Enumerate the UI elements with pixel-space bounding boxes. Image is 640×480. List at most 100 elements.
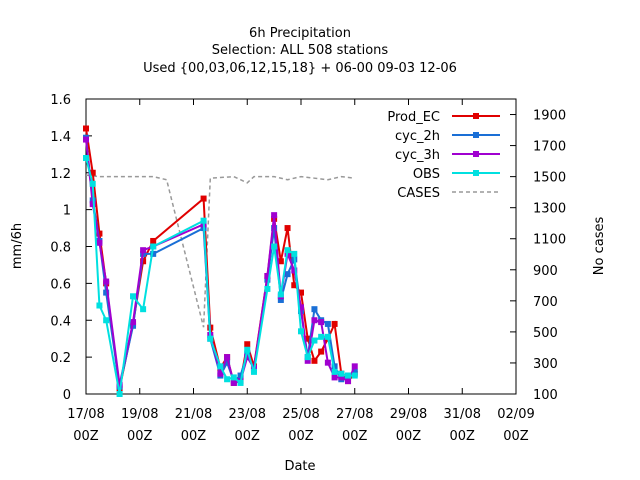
data-point (324, 359, 331, 366)
data-point (230, 379, 237, 386)
y-tick-label: 1.6 (50, 93, 71, 108)
y2-tick-label: 900 (533, 264, 558, 279)
data-point (271, 243, 278, 250)
data-point (324, 320, 331, 327)
data-point (116, 381, 123, 388)
data-point (338, 374, 345, 381)
data-point (345, 372, 352, 379)
data-point (130, 319, 137, 326)
y2-tick-label: 300 (533, 357, 558, 372)
legend-marker (473, 113, 479, 119)
data-point (103, 317, 110, 324)
data-point (264, 285, 271, 292)
x-tick-label-hour: 00Z (450, 429, 476, 444)
y-tick-label: 0.8 (50, 241, 71, 256)
data-point (291, 267, 298, 274)
data-point (298, 328, 304, 335)
y-tick-label: 1.4 (50, 130, 71, 145)
data-point (318, 348, 325, 355)
cases-series-line (85, 174, 355, 328)
x-tick-label-hour: 00Z (181, 429, 207, 444)
y2-axis-label: No cases (592, 217, 607, 276)
data-point (140, 258, 147, 265)
data-point (140, 247, 147, 254)
data-point (207, 335, 214, 342)
chart-subtitle-selection: Selection: ALL 508 stations (212, 43, 389, 58)
data-point (277, 296, 284, 303)
y-tick-label: 1.2 (50, 167, 71, 182)
data-point (103, 289, 110, 296)
data-point (217, 363, 224, 370)
y-tick-label: 0.2 (50, 351, 71, 366)
y2-tick-label: 1700 (533, 140, 566, 155)
data-point (150, 243, 157, 250)
y2-tick-label: 1500 (533, 171, 566, 186)
data-point (130, 293, 137, 300)
y2-tick-label: 1900 (533, 109, 566, 124)
data-point (351, 363, 358, 370)
x-tick-label-date: 23/08 (229, 407, 266, 422)
x-tick-label-date: 21/08 (175, 407, 212, 422)
x-tick-label-hour: 00Z (288, 429, 314, 444)
y2-tick-label: 100 (533, 388, 558, 403)
x-axis-label: Date (284, 459, 315, 474)
data-point (277, 291, 284, 298)
data-point (224, 354, 231, 361)
x-tick-label-date: 02/09 (497, 407, 534, 422)
data-point (103, 278, 110, 285)
series-cyc-3h (83, 136, 358, 388)
y2-tick-label: 1300 (533, 202, 566, 217)
data-point (83, 125, 89, 132)
x-tick-label-hour: 00Z (235, 429, 261, 444)
series-cyc-2h (83, 134, 358, 390)
chart-title: 6h Precipitation (249, 26, 351, 41)
series-prod-ec (83, 125, 358, 392)
data-point (284, 225, 291, 232)
data-point (331, 363, 338, 370)
data-point (140, 306, 147, 313)
series-obs (83, 155, 358, 397)
legend-label: CASES (397, 186, 440, 201)
data-point (96, 230, 103, 237)
y-tick-label: 0 (63, 388, 71, 403)
data-point (244, 346, 251, 353)
data-point (217, 370, 224, 377)
data-point (338, 370, 345, 377)
x-tick-label-date: 19/08 (121, 407, 158, 422)
legend-label: Prod_EC (387, 110, 440, 125)
data-point (237, 379, 244, 386)
data-point (250, 368, 257, 375)
data-point (89, 201, 96, 208)
data-point (116, 391, 123, 397)
x-tick-label-date: 27/08 (336, 407, 373, 422)
data-point (277, 258, 284, 265)
data-point (284, 247, 291, 254)
data-point (271, 212, 278, 219)
data-point (304, 354, 311, 361)
y2-tick-label: 500 (533, 326, 558, 341)
data-point (264, 273, 271, 279)
data-point (83, 136, 89, 143)
data-point (284, 271, 291, 278)
data-point (89, 169, 96, 176)
data-point (244, 341, 251, 348)
data-point (311, 306, 318, 313)
data-point (224, 359, 231, 366)
x-tick-label-hour: 00Z (127, 429, 153, 444)
data-point (331, 320, 338, 327)
y-tick-label: 0.4 (50, 314, 71, 329)
legend-marker (473, 151, 479, 157)
y2-tick-label: 700 (533, 295, 558, 310)
data-point (89, 180, 96, 187)
legend-label: cyc_2h (395, 129, 440, 144)
data-point (318, 333, 325, 340)
legend-label: cyc_3h (395, 148, 440, 163)
data-point (298, 304, 304, 311)
data-point (345, 378, 352, 385)
chart-subtitle-used: Used {00,03,06,12,15,18} + 06-00 09-03 1… (143, 61, 457, 76)
data-point (304, 357, 311, 364)
data-point (96, 239, 103, 246)
data-point (230, 374, 237, 381)
data-point (304, 335, 311, 342)
data-point (311, 357, 318, 364)
